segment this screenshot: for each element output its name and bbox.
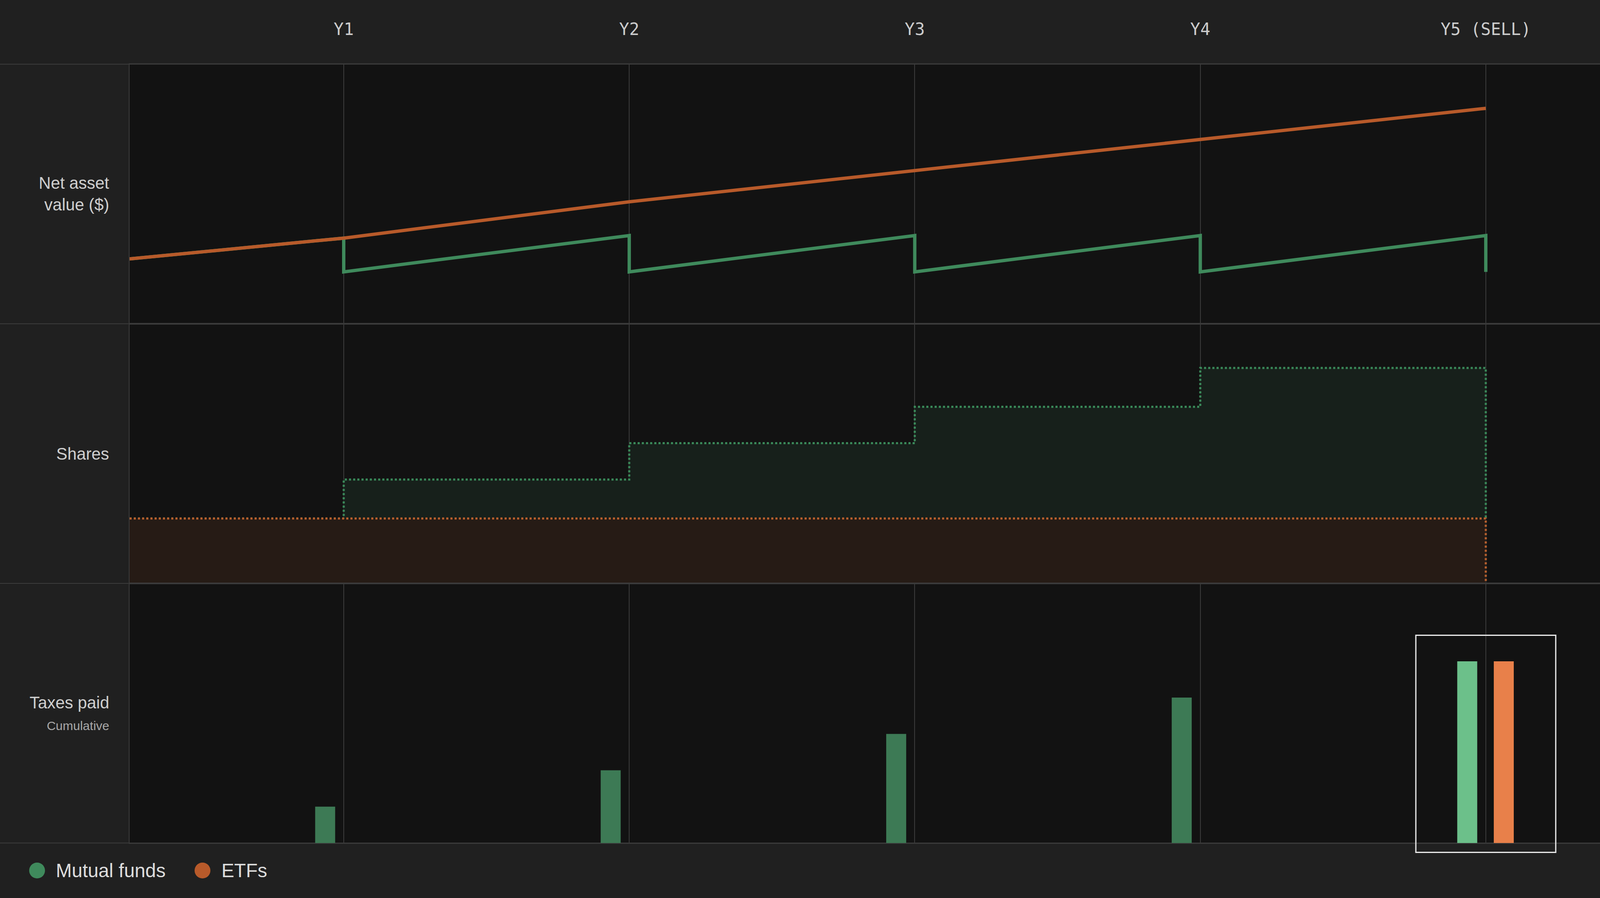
svg-text:Y4: Y4 (1190, 19, 1211, 39)
svg-text:Taxes paidCumulative: Taxes paidCumulative (29, 693, 110, 733)
html-text:Mutual funds: Mutual funds (55, 859, 166, 882)
html-text:ETFs: ETFs (221, 859, 268, 882)
svg-text:Y5 (SELL): Y5 (SELL) (1440, 19, 1532, 39)
svg-text:Y3: Y3 (904, 19, 925, 39)
svg-text:Net assetvalue ($): Net assetvalue ($) (38, 173, 110, 214)
svg-text:Y2: Y2 (619, 19, 640, 39)
svg-text:Y1: Y1 (333, 19, 354, 39)
svg-text:Shares: Shares (56, 444, 110, 463)
